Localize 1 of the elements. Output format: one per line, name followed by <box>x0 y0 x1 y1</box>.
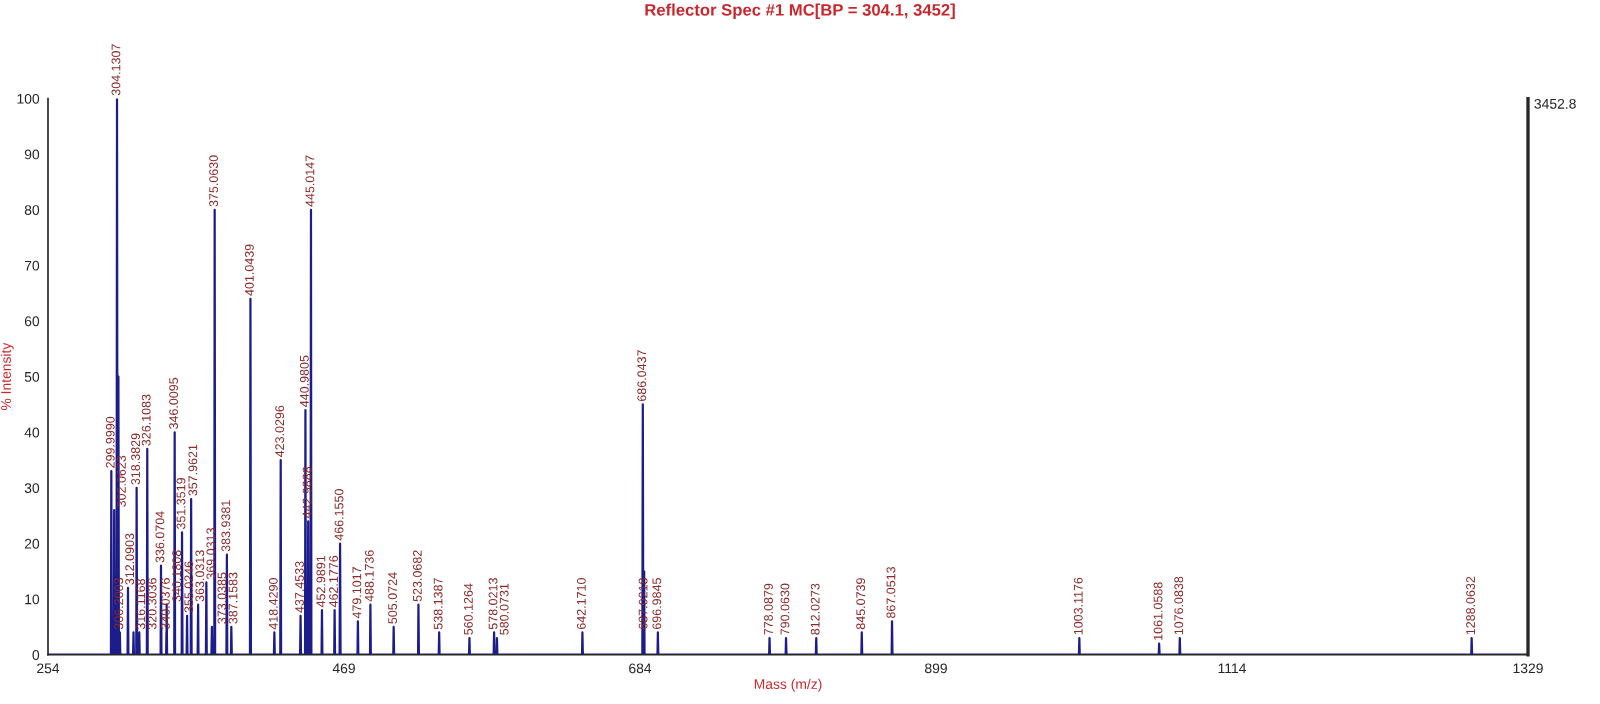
chart-title: Reflector Spec #1 MC[BP = 304.1, 3452] <box>645 3 955 20</box>
